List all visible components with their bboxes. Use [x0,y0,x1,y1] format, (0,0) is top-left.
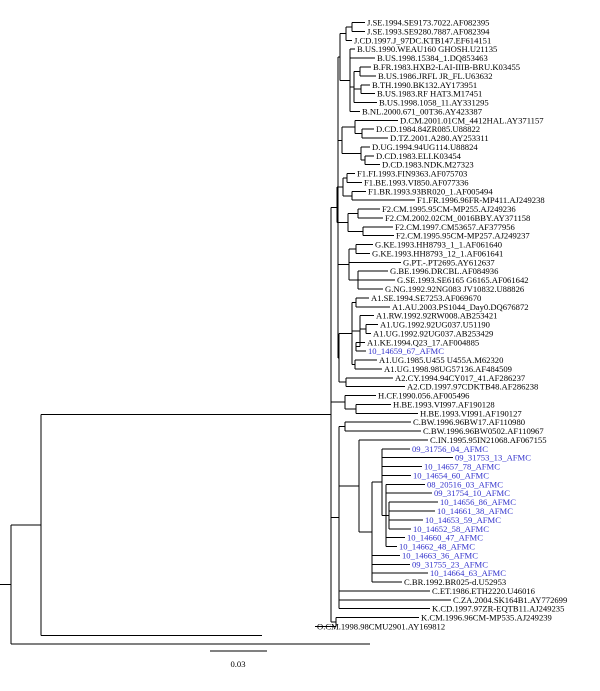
leaf-label: B.US.1998.15384_1.DQ853463 [377,53,488,63]
leaf-labels: J.SE.1994.SE9173.7022.AF082395J.SE.1993.… [317,18,567,632]
leaf-label: F2.CM.1995.95CM-MP255.AJ249236 [382,204,516,214]
leaf-label: G.KE.1993.HH8793_12_1.AF061641 [372,248,503,258]
leaf-label: A1.KE.1994.Q23_17.AF004885 [367,337,479,347]
leaf-label: 10_14653_59_AFMC [425,515,501,525]
leaf-label: G.PT.-.PT2695.AY612637 [403,257,495,267]
leaf-label: D.TZ.2001.A280.AY253311 [390,133,489,143]
leaf-label: H.BE.1993.VI991.AF190127 [420,408,522,418]
leaf-label: J.SE.1994.SE9173.7022.AF082395 [367,18,489,28]
scale-bar: 0.03 [210,650,267,669]
leaf-label: C.BW.1996.96BW17.AF110980 [413,417,525,427]
leaf-label: 10_14656_86_AFMC [440,497,516,507]
leaf-label: F1.FI.1993.FIN9363.AF075703 [357,169,467,179]
leaf-label: 10_14659_67_AFMC [368,346,444,356]
leaf-label: 08_20516_03_AFMC [427,479,503,489]
leaf-label: C.ZA.2004.SK164B1.AY772699 [453,595,567,605]
leaf-label: A2.CY.1994.94CY017_41.AF286237 [395,373,526,383]
leaf-label: D.CD.1983.NDK.M27323 [382,160,474,170]
leaf-label: F1.BE.1993.VI850.AF077336 [364,177,469,187]
leaf-label: B.US.1990.WEAU160 GHOSH.U21135 [357,44,497,54]
leaf-label: A1.AU.2003.PS1044_Day0.DQ676872 [392,302,529,312]
leaf-label: A1.UG.1992.92UG037.AB253429 [373,328,493,338]
leaf-label: 10_14660_47_AFMC [407,533,483,543]
leaf-label: D.UG.1994.94UG114.U88824 [372,142,478,152]
leaf-label: C.BW.1996.96BW0502.AF110967 [423,426,544,436]
leaf-label: J.CD.1997.J_97DC.KTB147.EF614151 [354,35,491,45]
leaf-label: 10_14661_38_AFMC [437,506,513,516]
leaf-label: 10_14652_58_AFMC [413,524,489,534]
leaf-label: A2.CD.1997.97CDKTB48.AF286238 [407,382,538,392]
scale-bar-label: 0.03 [230,659,245,669]
leaf-label: A1.UG.1998.98UG57136.AF484509 [384,364,512,374]
leaf-label: A1.RW.1992.92RW008.AB253421 [376,311,497,321]
leaf-label: H.CF.1990.056.AF005496 [378,391,470,401]
leaf-label: A1.SE.1994.SE7253.AF069670 [371,293,481,303]
leaf-label: B.US.1986.JRFL JR_FL.U63632 [378,71,493,81]
leaf-label: F2.CM.1995.95CM-MP257.AJ249237 [396,231,530,241]
leaf-label: G.NG.1992.92NG083 JV10832.U88826 [385,284,525,294]
leaf-label: D.CD.1983.ELI.K03454 [376,151,462,161]
leaf-label: C.ET.1986.ETH2220.U46016 [432,586,536,596]
leaf-label: K.CM.1996.96CM-MP535.AJ249239 [421,613,552,623]
leaf-label: D.CM.2001.01CM_4412HAL.AY371157 [400,115,544,125]
leaf-label: J.SE.1993.SE9280.7887.AF082394 [367,26,490,36]
leaf-label: G.BE.1996.DRCBL.AF084936 [390,266,499,276]
leaf-label: D.CD.1984.84ZR085.U88822 [376,124,480,134]
leaf-label: K.CD.1997.97ZR-EQTB11.AJ249235 [432,604,564,614]
leaf-label: B.US.1998.1058_11.AY331295 [379,98,489,108]
leaf-label: F1.FR.1996.96FR-MP411.AJ249238 [417,195,545,205]
leaf-label: B.US.1983.RF HAT3.M17451 [377,89,482,99]
leaf-label: F2.CM.1997.CM53657.AF377956 [395,222,516,232]
leaf-label: G.KE.1993.HH8793_1_1.AF061640 [375,240,502,250]
leaf-label: 09_31755_23_AFMC [412,559,488,569]
leaf-label: O.CM.1998.98CMU2901.AY169812 [317,621,445,631]
leaf-label: 09_31753_13_AFMC [455,453,531,463]
leaf-label: F1.BR.1993.93BR020_1.AF005494 [368,186,493,196]
leaf-label: B.TH.1990.BK132.AY173951 [372,80,477,90]
leaf-label: G.SE.1993.SE6165 G6165.AF061642 [397,275,529,285]
leaf-label: A1.UG.1992.92UG037.U51190 [380,320,490,330]
leaf-label: C.BR.1992.BR025-d.U52953 [404,577,506,587]
leaf-label: F2.CM.2002.02CM_0016BBY.AY371158 [385,213,530,223]
leaf-label: 10_14662_48_AFMC [399,542,475,552]
leaf-label: B.NL.2000.671_00T36.AY423387 [362,106,483,116]
leaf-label: 10_14664_63_AFMC [430,568,506,578]
leaf-label: 09_31754_10_AFMC [434,488,510,498]
leaf-label: H.BE.1993.VI997.AF190128 [393,399,495,409]
leaf-label: A1.UG.1985.U455 U455A.M62320 [379,355,503,365]
leaf-label: 10_14654_60_AFMC [413,470,489,480]
leaf-label: 10_14663_36_AFMC [402,550,478,560]
leaf-label: 10_14657_78_AFMC [424,462,500,472]
leaf-label: C.IN.1995.95IN21068.AF067155 [430,435,547,445]
leaf-label: B.FR.1983.HXB2-LAI-IIIB-BRU.K03455 [373,62,520,72]
tree-branches [0,22,453,645]
leaf-label: 09_31756_04_AFMC [412,444,488,454]
